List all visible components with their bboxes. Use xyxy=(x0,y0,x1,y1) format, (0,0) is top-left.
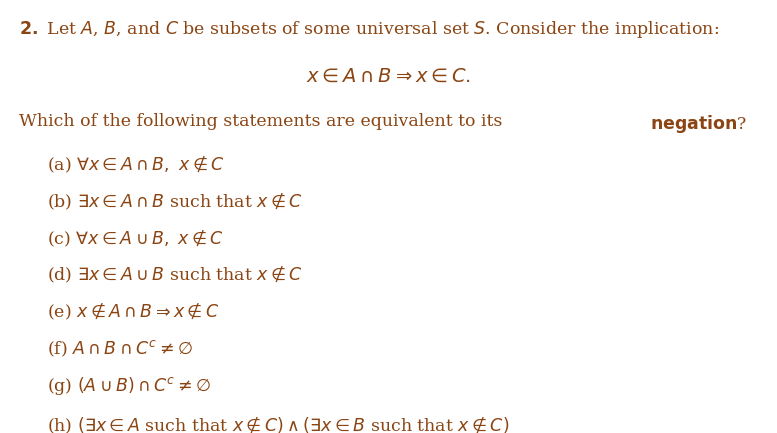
Text: Which of the following statements are equivalent to its: Which of the following statements are eq… xyxy=(19,113,508,129)
Text: $\mathbf{2.}$ Let $A$, $B$, and $C$ be subsets of some universal set $S$. Consid: $\mathbf{2.}$ Let $A$, $B$, and $C$ be s… xyxy=(19,19,720,40)
Text: (g) $(A \cup B) \cap C^c \neq \emptyset$: (g) $(A \cup B) \cap C^c \neq \emptyset$ xyxy=(47,375,211,397)
Text: (h) $(\exists x \in A$ such that $x \notin C) \wedge (\exists x \in B$ such that: (h) $(\exists x \in A$ such that $x \not… xyxy=(47,415,509,433)
Text: $\mathbf{negation}$?: $\mathbf{negation}$? xyxy=(650,113,747,135)
Text: (e) $x \notin A \cap B \Rightarrow x \notin C$: (e) $x \notin A \cap B \Rightarrow x \no… xyxy=(47,301,219,322)
Text: $x \in A \cap B \Rightarrow x \in C.$: $x \in A \cap B \Rightarrow x \in C.$ xyxy=(306,67,471,86)
Text: (b) $\exists x \in A \cap B$ such that $x \notin C$: (b) $\exists x \in A \cap B$ such that $… xyxy=(47,191,303,212)
Text: (c) $\forall x \in A \cup B,\ x \notin C$: (c) $\forall x \in A \cup B,\ x \notin C… xyxy=(47,227,224,249)
Text: (a) $\forall x \in A \cap B,\ x \notin C$: (a) $\forall x \in A \cap B,\ x \notin C… xyxy=(47,154,225,175)
Text: (f) $A \cap B \cap C^c \neq \emptyset$: (f) $A \cap B \cap C^c \neq \emptyset$ xyxy=(47,339,193,359)
Text: (d) $\exists x \in A \cup B$ such that $x \notin C$: (d) $\exists x \in A \cup B$ such that $… xyxy=(47,264,303,285)
